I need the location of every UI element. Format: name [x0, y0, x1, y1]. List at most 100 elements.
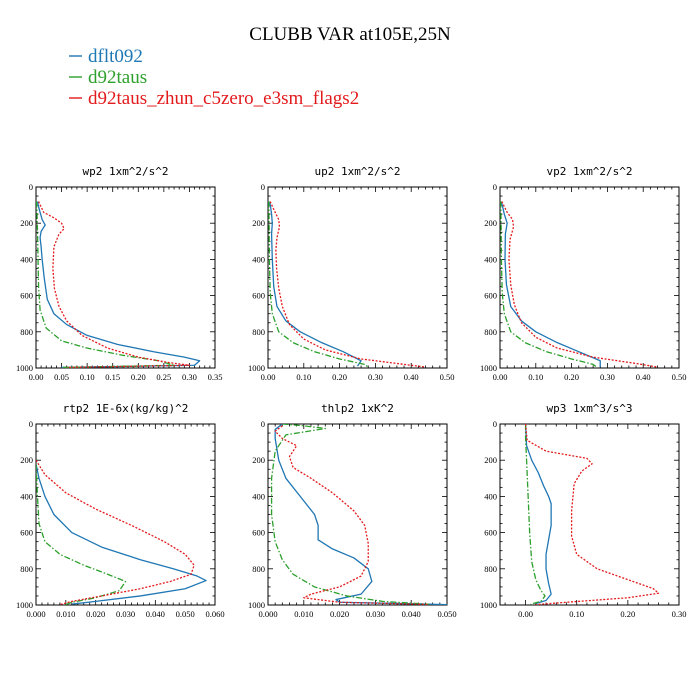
series-line-d92taus	[500, 201, 598, 368]
plot-frame	[35, 186, 216, 369]
x-tick-label: 0.25	[156, 372, 171, 382]
series-line-dflt092	[269, 201, 362, 367]
y-tick-label: 600	[20, 528, 33, 538]
plot-frame	[267, 186, 448, 369]
y-tick-label: 200	[484, 455, 497, 465]
series-line-d92taus	[524, 424, 546, 605]
y-tick-label: 800	[484, 327, 497, 337]
y-tick-label: 1000	[248, 363, 265, 373]
y-tick-label: 600	[484, 291, 497, 301]
x-tick-label: 0.030	[116, 609, 135, 619]
x-tick-label: 0.00	[29, 372, 44, 382]
y-tick-label: 1000	[480, 363, 497, 373]
series-line-dflt092	[36, 201, 201, 368]
series-line-dflt092	[500, 201, 601, 368]
panel-title: thlp2 1xK^2	[321, 402, 394, 415]
x-tick-label: 0.35	[208, 372, 223, 382]
x-tick-label: 0.20	[564, 372, 579, 382]
x-tick-label: 0.10	[296, 372, 311, 382]
series-line-d92taus_zhun_c5zero_e3sm_flags2	[269, 201, 426, 368]
panel-title: rtp2 1E-6x(kg/kg)^2	[63, 402, 189, 415]
series-line-d92taus_zhun_c5zero_e3sm_flags2	[36, 459, 195, 605]
x-tick-label: 0.030	[366, 609, 385, 619]
x-tick-label: 0.040	[402, 609, 421, 619]
y-tick-label: 1000	[480, 600, 497, 610]
legend-entry: d92taus_zhun_c5zero_e3sm_flags2	[69, 88, 359, 109]
series-line-d92taus_zhun_c5zero_e3sm_flags2	[37, 201, 191, 368]
y-tick-label: 800	[20, 327, 33, 337]
y-tick-label: 1000	[16, 363, 33, 373]
series-line-dflt092	[36, 463, 207, 605]
y-tick-label: 400	[20, 491, 33, 501]
x-tick-label: 0.10	[528, 372, 543, 382]
y-tick-label: 600	[252, 528, 265, 538]
y-tick-label: 200	[20, 455, 33, 465]
legend-label: d92taus_zhun_c5zero_e3sm_flags2	[88, 88, 359, 109]
y-tick-label: 1000	[248, 600, 265, 610]
legend-label: dflt092	[88, 46, 143, 67]
series-line-dflt092	[524, 424, 552, 605]
x-tick-label: 0.010	[294, 609, 313, 619]
x-tick-label: 0.00	[518, 609, 533, 619]
series-line-d92taus	[36, 463, 127, 605]
x-tick-label: 0.00	[261, 372, 276, 382]
y-tick-label: 1000	[16, 600, 33, 610]
legend-entry: d92taus	[69, 67, 147, 88]
x-tick-label: 0.040	[146, 609, 165, 619]
x-tick-label: 0.30	[368, 372, 383, 382]
series-line-dflt092	[274, 424, 447, 605]
y-tick-label: 200	[252, 455, 265, 465]
x-tick-label: 0.000	[26, 609, 45, 619]
panel-title: up2 1xm^2/s^2	[314, 165, 400, 178]
y-tick-label: 400	[20, 254, 33, 264]
figure-title: CLUBB VAR at105E,25N	[249, 24, 451, 45]
y-tick-label: 400	[484, 491, 497, 501]
panel-title: vp2 1xm^2/s^2	[546, 165, 632, 178]
panel-title: wp3 1xm^3/s^3	[546, 402, 632, 415]
y-tick-label: 400	[252, 254, 265, 264]
y-tick-label: 600	[20, 291, 33, 301]
y-tick-label: 600	[252, 291, 265, 301]
x-tick-label: 0.020	[330, 609, 349, 619]
y-tick-label: 0	[493, 182, 497, 192]
x-tick-label: 0.10	[569, 609, 584, 619]
series-line-d92taus	[36, 201, 175, 368]
y-tick-label: 0	[261, 182, 265, 192]
legend: dflt092d92tausd92taus_zhun_c5zero_e3sm_f…	[69, 46, 359, 109]
y-tick-label: 200	[484, 218, 497, 228]
x-tick-label: 0.50	[440, 372, 455, 382]
series-line-d92taus_zhun_c5zero_e3sm_flags2	[524, 424, 660, 605]
series-line-d92taus	[270, 424, 430, 605]
y-tick-label: 0	[493, 419, 497, 429]
x-tick-label: 0.50	[672, 372, 687, 382]
plot-frame	[499, 186, 680, 369]
panel-6: wp3 1xm^3/s^3 0 200 400 600 800 1000 0.00 0.10 0.…	[480, 402, 686, 619]
legend-entry: dflt092	[69, 46, 143, 67]
y-tick-label: 0	[261, 419, 265, 429]
x-tick-label: 0.010	[56, 609, 75, 619]
y-tick-label: 600	[484, 528, 497, 538]
y-tick-label: 800	[252, 564, 265, 574]
x-tick-label: 0.40	[636, 372, 651, 382]
y-tick-label: 800	[252, 327, 265, 337]
x-tick-label: 0.30	[672, 609, 687, 619]
x-tick-label: 0.20	[332, 372, 347, 382]
panel-4: rtp2 1E-6x(kg/kg)^2 0 200 400 600 800 10000.00…	[16, 402, 225, 619]
y-tick-label: 200	[252, 218, 265, 228]
x-tick-label: 0.060	[205, 609, 224, 619]
series-line-d92taus	[268, 201, 369, 368]
x-tick-label: 0.30	[182, 372, 197, 382]
y-tick-label: 0	[29, 182, 33, 192]
x-tick-label: 0.050	[176, 609, 195, 619]
y-tick-label: 400	[252, 491, 265, 501]
series-line-d92taus_zhun_c5zero_e3sm_flags2	[274, 425, 430, 605]
x-tick-label: 0.20	[620, 609, 635, 619]
y-tick-label: 200	[20, 218, 33, 228]
x-tick-label: 0.020	[86, 609, 105, 619]
y-tick-label: 400	[484, 254, 497, 264]
